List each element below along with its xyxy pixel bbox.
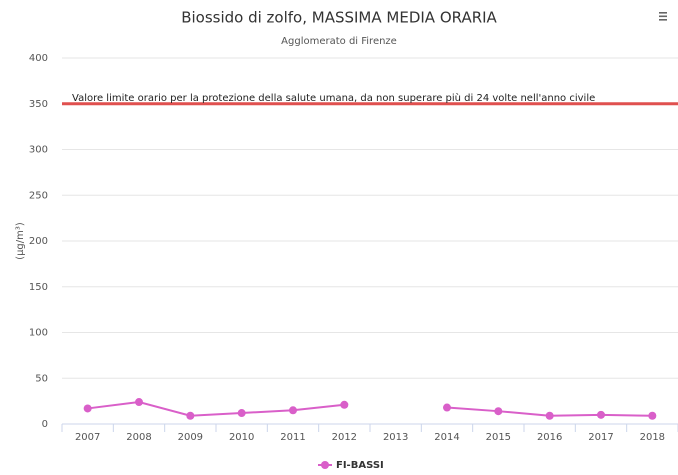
x-tick-label: 2011: [280, 432, 305, 443]
x-tick-label: 2010: [229, 432, 254, 443]
point: [340, 400, 349, 409]
menu-bar: [659, 15, 667, 18]
point: [237, 409, 246, 418]
menu-bar: [659, 19, 667, 21]
point: [648, 411, 657, 420]
x-tick-label: 2012: [332, 432, 357, 443]
y-tick-label: 400: [29, 53, 48, 64]
y-tick-label: 0: [42, 419, 48, 430]
y-tick-label: 300: [29, 145, 48, 156]
point: [135, 398, 143, 407]
x-tick-label: 2015: [486, 432, 511, 443]
x-tick-label: 2008: [126, 432, 151, 443]
y-tick-label: 350: [29, 99, 48, 110]
x-tick-label: 2014: [434, 432, 459, 443]
point: [443, 403, 451, 412]
chart-subtitle: Agglomerato di Firenze: [281, 36, 397, 47]
plot-line-label: Valore limite orario per la protezione d…: [72, 92, 595, 104]
y-tick-label: 50: [35, 373, 48, 384]
x-tick-label: 2018: [640, 432, 665, 443]
menu-bar: [659, 12, 667, 14]
series-line: [87, 401, 653, 417]
menu-icon[interactable]: [659, 12, 667, 21]
y-axis-label: (µg/m³): [15, 222, 26, 260]
point: [494, 407, 503, 416]
x-tick-label: 2013: [383, 432, 408, 443]
y-tick-label: 100: [29, 328, 48, 339]
x-tick-label: 2016: [537, 432, 562, 443]
point: [186, 411, 195, 420]
chart-title: Biossido di zolfo, MASSIMA MEDIA ORARIA: [181, 9, 497, 27]
x-tick-label: 2009: [178, 432, 203, 443]
legend-marker: [321, 461, 329, 469]
point: [545, 411, 554, 420]
legend-label: FI-BASSI: [336, 460, 384, 471]
y-tick-label: 250: [29, 190, 48, 201]
point: [289, 406, 297, 415]
point: [597, 410, 605, 419]
y-tick-label: 200: [29, 236, 48, 247]
y-tick-label: 150: [29, 282, 48, 293]
point: [83, 404, 92, 413]
x-tick-label: 2017: [588, 432, 613, 443]
x-tick-label: 2007: [75, 432, 100, 443]
